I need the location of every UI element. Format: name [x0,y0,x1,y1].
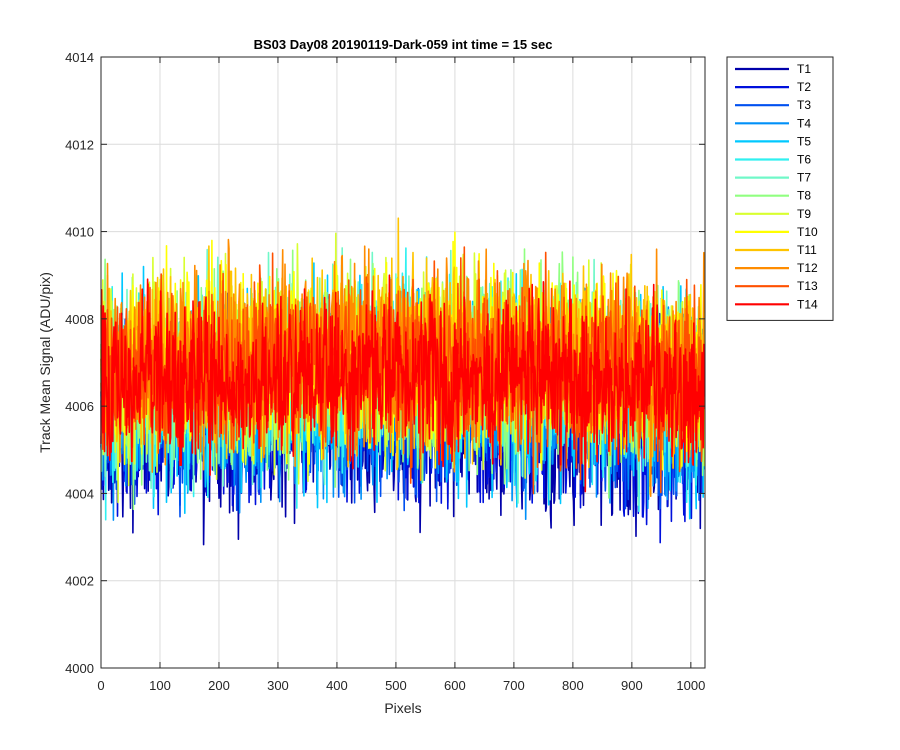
y-tick-label: 4006 [65,399,94,414]
legend-label-t12: T12 [797,261,818,275]
legend-label-t11: T11 [797,243,817,257]
x-tick-label: 700 [503,678,525,693]
series-line-t14 [100,274,706,493]
x-tick-label: 900 [621,678,643,693]
x-tick-label: 100 [149,678,171,693]
x-tick-label: 0 [97,678,104,693]
y-tick-label: 4004 [65,486,94,501]
y-tick-label: 4010 [65,225,94,240]
legend-label-t2: T2 [797,80,811,94]
plot-frame [100,56,706,669]
legend-label-t14: T14 [797,297,818,311]
legend-label-t13: T13 [797,279,818,293]
x-tick-label: 300 [267,678,289,693]
chart-title: BS03 Day08 20190119-Dark-059 int time = … [254,37,553,52]
legend-label-t6: T6 [797,153,811,167]
legend-label-t9: T9 [797,207,811,221]
legend-label-t7: T7 [797,171,811,185]
y-tick-label: 4000 [65,661,94,676]
series-line-t13 [100,246,706,495]
legend-label-t1: T1 [797,62,811,76]
legend-label-t3: T3 [797,98,811,112]
x-tick-label: 200 [208,678,230,693]
y-tick-label: 4012 [65,137,94,152]
legend-box [726,56,834,321]
y-tick-label: 4008 [65,312,94,327]
x-tick-label: 1000 [676,678,705,693]
legend: T1 T2 T3 T4 T5 T6 T7 T8 T9 T10 T11 T12 T13 T14 [726,56,834,321]
x-tick-label: 500 [385,678,407,693]
x-tick-label: 800 [562,678,584,693]
legend-label-t5: T5 [797,134,811,148]
y-tick-label: 4002 [65,574,94,589]
series-group [100,217,706,546]
x-tick-label: 600 [444,678,466,693]
legend-label-t10: T10 [797,225,818,239]
legend-label-t4: T4 [797,116,811,130]
legend-label-t8: T8 [797,189,811,203]
y-tick-label: 4014 [65,50,94,65]
y-axis-label: Track Mean Signal (ADU/pix) [37,272,53,453]
x-axis-label: Pixels [384,700,421,716]
tick-labels: 0 100 200 300 400 500 600 700 800 900 1000 4000 4002… [65,50,705,693]
x-tick-label: 400 [326,678,348,693]
